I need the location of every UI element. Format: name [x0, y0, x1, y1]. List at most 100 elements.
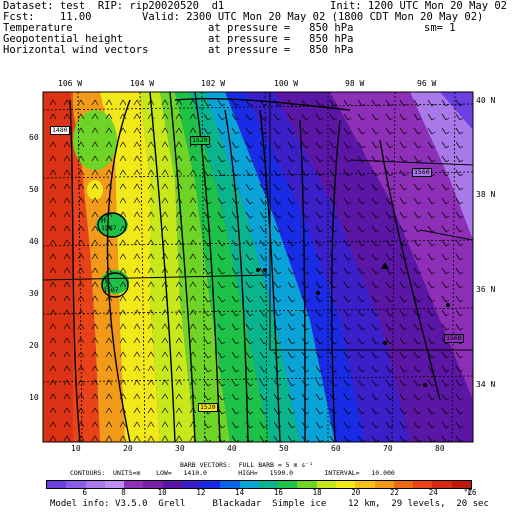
wind-barb	[203, 309, 212, 317]
x-tick-label: 40	[227, 444, 237, 453]
wind-barb	[245, 225, 254, 233]
wind-barb	[133, 267, 141, 274]
wind-barb	[91, 323, 99, 330]
wind-barb	[385, 365, 394, 373]
wind-barb	[217, 267, 226, 275]
model-info: Model info: V3.5.0 Grell Blackadar Simpl…	[50, 499, 489, 509]
wind-barb	[343, 407, 352, 415]
wind-barb	[455, 141, 464, 149]
wind-barb	[427, 239, 436, 247]
wind-barb	[77, 421, 85, 428]
wind-barb	[189, 295, 197, 302]
wind-barb	[49, 435, 57, 442]
contour-label: 1520	[198, 403, 218, 412]
wind-barb	[329, 351, 338, 359]
y-tick-label: 40	[29, 237, 39, 246]
wind-barb	[273, 99, 282, 107]
wind-barb	[455, 407, 464, 415]
wind-barb	[315, 169, 324, 177]
wind-barb	[399, 183, 408, 191]
wind-barb	[413, 239, 422, 247]
wind-barb	[427, 141, 436, 149]
wind-barb	[343, 155, 352, 163]
wind-barb	[259, 365, 268, 373]
wind-barb	[63, 267, 71, 274]
wind-barb	[119, 183, 127, 190]
wind-barb	[259, 113, 268, 121]
wind-barb	[287, 267, 296, 275]
wind-barb	[357, 365, 366, 373]
wind-barb	[329, 211, 338, 219]
wind-barb	[357, 127, 366, 135]
wind-barb	[203, 281, 212, 289]
wind-barb	[133, 365, 141, 372]
wind-barb	[427, 267, 436, 275]
wind-barb	[455, 351, 464, 359]
latitude-label: 36 N	[476, 285, 496, 294]
wind-barb	[119, 113, 127, 120]
wind-barb	[63, 197, 71, 204]
wind-barb	[231, 379, 240, 387]
wind-barb	[161, 155, 169, 162]
wind-barb	[133, 421, 141, 428]
wind-barb	[77, 127, 85, 134]
wind-barb	[133, 379, 141, 386]
wind-barb	[105, 393, 113, 400]
wind-barb	[315, 407, 324, 415]
wind-barb	[119, 253, 127, 260]
wind-barb	[119, 295, 127, 302]
wind-barb	[357, 141, 366, 149]
wind-barb	[49, 267, 57, 274]
wind-barb	[259, 155, 268, 163]
wind-barb	[371, 295, 380, 303]
x-tick-label: 10	[71, 444, 81, 453]
wind-barb	[413, 99, 422, 107]
wind-barb	[147, 141, 155, 148]
wind-barb	[301, 197, 310, 205]
wind-barb	[175, 225, 183, 232]
wind-barb	[147, 407, 155, 414]
wind-barb	[329, 99, 338, 107]
wind-barb	[245, 155, 254, 163]
wind-barb	[231, 239, 240, 247]
wind-barb	[203, 99, 212, 107]
valid-time: Valid: 2300 UTC Mon 20 May 02 (1800 CDT …	[142, 11, 484, 23]
wind-barb	[203, 365, 212, 373]
wind-barb	[231, 295, 240, 303]
wind-barb	[315, 239, 324, 247]
wind-barb	[63, 365, 71, 372]
wind-barb	[147, 225, 155, 232]
wind-barb	[455, 183, 464, 191]
wind-barb	[245, 211, 254, 219]
wind-barb	[287, 127, 296, 135]
wind-barb	[259, 183, 268, 191]
wind-barb	[357, 281, 366, 289]
wind-barb	[175, 183, 183, 190]
wind-barb	[441, 211, 450, 219]
wind-barb	[217, 127, 226, 135]
wind-barb	[147, 295, 155, 302]
wind-barb	[301, 169, 310, 177]
wind-barb	[357, 323, 366, 331]
wind-barb	[287, 281, 296, 289]
wind-barb	[371, 113, 380, 121]
wind-barb	[427, 295, 436, 303]
wind-barb	[189, 239, 197, 246]
wind-barb	[413, 211, 422, 219]
wind-barb	[301, 211, 310, 219]
wind-barb	[189, 323, 197, 330]
wind-barb	[189, 183, 197, 190]
wind-barb	[119, 239, 127, 246]
wind-barb	[189, 309, 197, 316]
wind-barb	[273, 253, 282, 261]
wind-barb	[203, 113, 212, 121]
wind-barb	[287, 253, 296, 261]
wind-barb	[217, 253, 226, 261]
wind-barb	[399, 281, 408, 289]
wind-barb	[357, 379, 366, 387]
wind-barb	[105, 309, 113, 316]
colorbar-swatch	[393, 481, 414, 488]
wind-barb	[77, 365, 85, 372]
wind-barb	[385, 183, 394, 191]
wind-barb	[301, 365, 310, 373]
